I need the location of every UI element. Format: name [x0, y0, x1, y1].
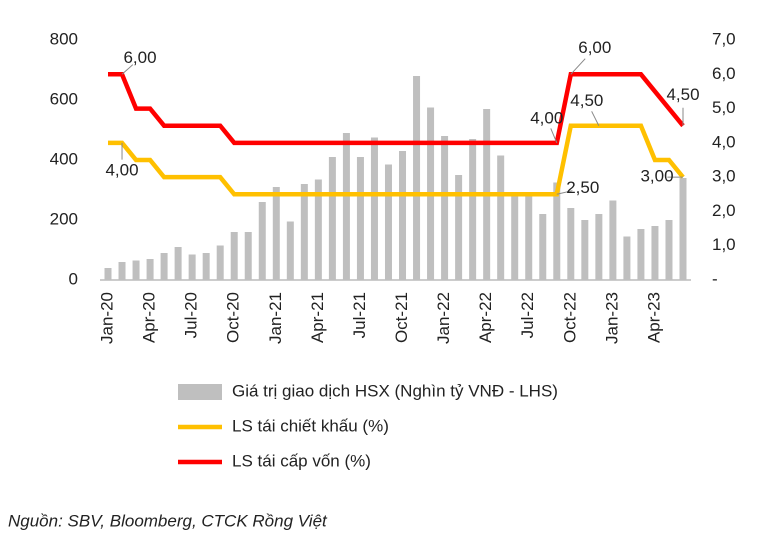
- data-label: 4,50: [666, 85, 699, 104]
- bar: [174, 247, 182, 280]
- data-label: 6,00: [578, 38, 611, 57]
- bar: [469, 139, 477, 280]
- x-tick-label: Oct-22: [560, 292, 579, 343]
- data-label: 2,50: [566, 178, 599, 197]
- bar: [637, 229, 645, 280]
- bar: [595, 214, 603, 280]
- y2-tick-label: 1,0: [712, 235, 736, 254]
- y-tick-label: 0: [69, 269, 78, 288]
- legend-label: LS tái chiết khấu (%): [232, 416, 389, 435]
- bar: [525, 194, 533, 280]
- bar: [384, 164, 392, 280]
- legend-swatch: [178, 384, 222, 400]
- bar: [132, 260, 140, 280]
- data-label: 6,00: [123, 48, 156, 67]
- bar: [679, 178, 687, 280]
- y2-tick-label: 2,0: [712, 201, 736, 220]
- bar: [623, 236, 631, 280]
- x-tick-label: Jan-20: [97, 292, 116, 344]
- x-tick-label: Jul-21: [350, 292, 369, 338]
- bar: [356, 157, 364, 280]
- y2-tick-label: 3,0: [712, 167, 736, 186]
- bar: [202, 253, 210, 280]
- bar: [300, 184, 308, 280]
- bar: [188, 254, 196, 280]
- bar: [314, 179, 322, 280]
- bar: [497, 155, 505, 280]
- data-label: 4,00: [105, 160, 138, 179]
- x-tick-label: Apr-23: [644, 292, 663, 343]
- leader: [591, 111, 600, 126]
- x-tick-label: Jan-23: [602, 292, 621, 344]
- leader: [556, 190, 573, 195]
- bar: [272, 187, 280, 280]
- bar: [160, 253, 168, 280]
- x-tick-label: Apr-22: [476, 292, 495, 343]
- x-tick-label: Oct-20: [224, 292, 243, 343]
- bar: [216, 245, 224, 280]
- y2-tick-label: 6,0: [712, 64, 736, 83]
- bar: [286, 221, 294, 280]
- bar: [455, 175, 463, 280]
- bar: [146, 259, 154, 280]
- x-tick-label: Oct-21: [392, 292, 411, 343]
- bar: [539, 214, 547, 280]
- x-tick-label: Jul-20: [182, 292, 201, 338]
- data-label: 3,00: [640, 167, 673, 186]
- bar: [399, 151, 407, 280]
- bar: [413, 76, 421, 280]
- bar: [370, 137, 378, 280]
- leader: [121, 64, 134, 75]
- bar: [328, 157, 336, 280]
- bar: [553, 182, 561, 280]
- bar: [230, 232, 238, 280]
- y2-tick-label: 7,0: [712, 29, 736, 48]
- bar: [441, 136, 449, 280]
- x-tick-label: Jul-22: [518, 292, 537, 338]
- bar: [104, 268, 112, 280]
- y-tick-label: 400: [50, 149, 78, 168]
- legend-label: Giá trị giao dịch HSX (Nghìn tỷ VNĐ - LH…: [232, 381, 558, 400]
- legend-label: LS tái cấp vốn (%): [232, 451, 371, 470]
- bar: [258, 202, 266, 280]
- leader: [570, 58, 586, 75]
- bar: [665, 220, 673, 280]
- line: [108, 72, 685, 146]
- x-tick-label: Jan-22: [434, 292, 453, 344]
- bar: [651, 226, 659, 280]
- y2-tick-label: 4,0: [712, 132, 736, 151]
- data-label: 4,00: [530, 108, 563, 127]
- bar: [609, 200, 617, 280]
- y-tick-label: 800: [50, 29, 78, 48]
- bar: [118, 262, 126, 280]
- y-tick-label: 200: [50, 209, 78, 228]
- leader: [550, 128, 558, 144]
- data-label: 4,50: [570, 91, 603, 110]
- source: Nguồn: SBV, Bloomberg, CTCK Rồng Việt: [8, 511, 328, 530]
- bar: [244, 232, 252, 280]
- bar: [581, 220, 589, 280]
- line: [108, 123, 685, 197]
- bar: [342, 133, 350, 280]
- x-tick-label: Jan-21: [266, 292, 285, 344]
- y2-tick-label: -: [712, 269, 718, 288]
- y-tick-label: 600: [50, 89, 78, 108]
- bar: [511, 193, 519, 280]
- x-tick-label: Apr-21: [308, 292, 327, 343]
- y2-tick-label: 5,0: [712, 98, 736, 117]
- bar: [567, 208, 575, 280]
- x-tick-label: Apr-20: [140, 292, 159, 343]
